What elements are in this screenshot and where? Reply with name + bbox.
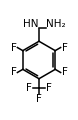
Text: HN: HN	[23, 19, 39, 29]
Text: F: F	[26, 83, 32, 93]
Text: F: F	[62, 67, 67, 78]
Text: F: F	[62, 42, 67, 53]
Text: F: F	[36, 94, 42, 104]
Text: F: F	[11, 42, 16, 53]
Text: F: F	[46, 83, 52, 93]
Text: NH₂: NH₂	[46, 19, 66, 29]
Text: F: F	[11, 67, 16, 78]
